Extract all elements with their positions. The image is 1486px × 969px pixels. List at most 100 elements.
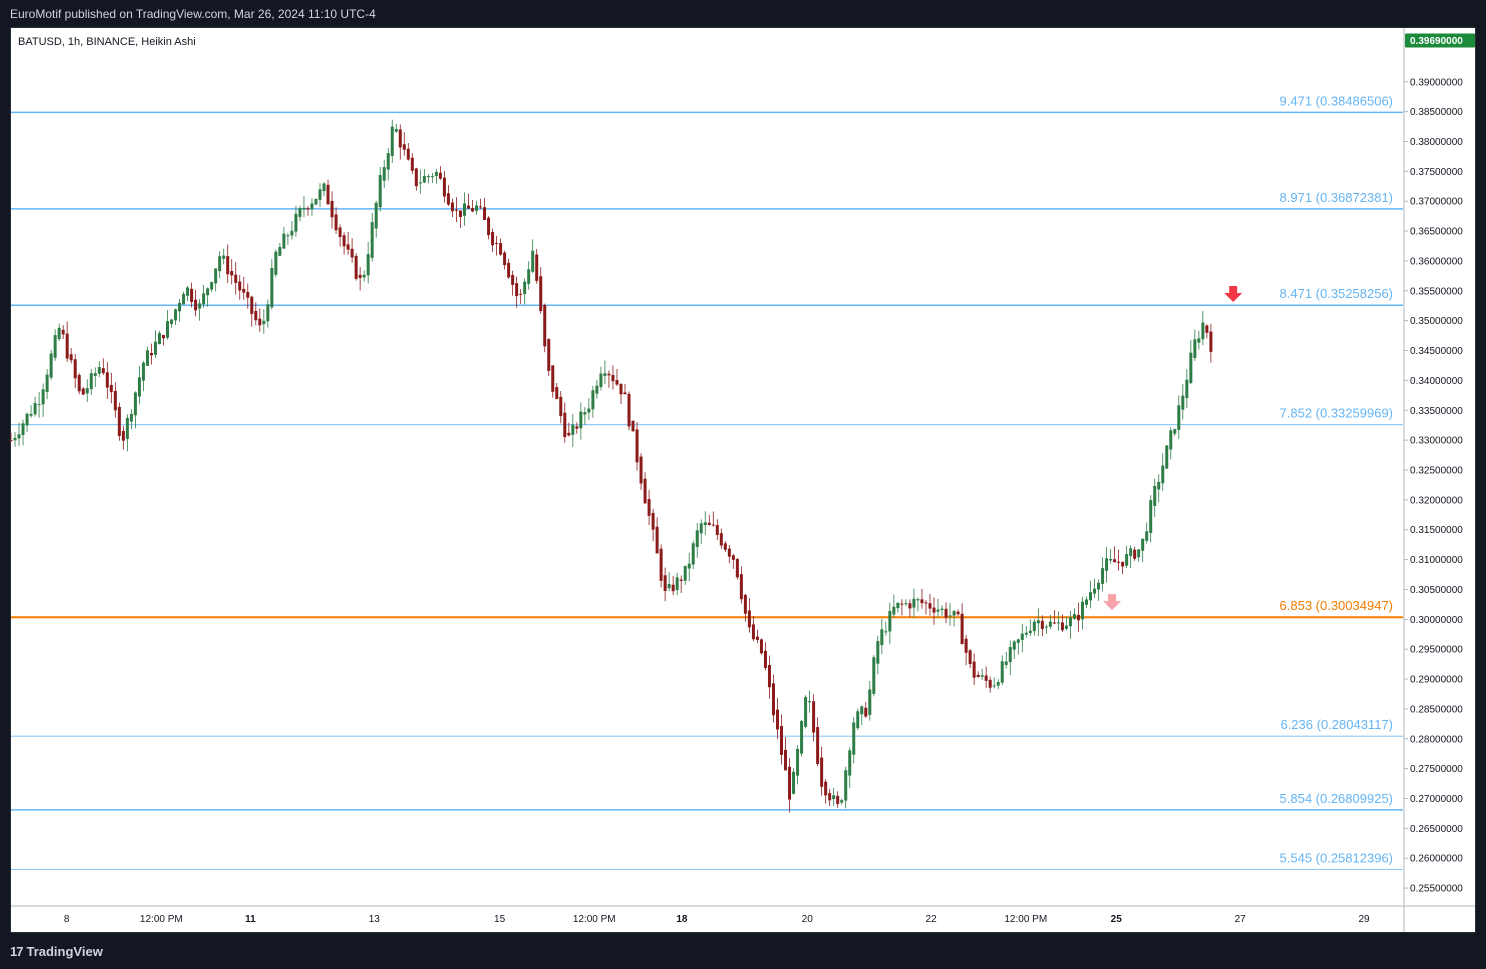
tradingview-logo[interactable]: 17 TradingView — [10, 944, 103, 959]
candle-body — [743, 594, 747, 614]
candle-body — [1173, 429, 1177, 434]
last-price-badge — [1405, 33, 1475, 48]
candle-body — [707, 522, 711, 525]
candle-body — [655, 526, 659, 554]
candle-body — [346, 244, 350, 250]
candle-body — [727, 548, 731, 557]
candle-body — [1052, 622, 1056, 624]
candle-body — [318, 189, 322, 200]
candle-body — [218, 256, 222, 272]
candle-body — [141, 362, 145, 381]
candle-body — [788, 766, 792, 800]
price-tick-label: 0.32000000 — [1410, 495, 1463, 506]
candle-body — [603, 373, 607, 376]
candle-body — [868, 689, 872, 715]
price-tick-label: 0.28500000 — [1410, 704, 1463, 715]
candle-body — [944, 608, 948, 618]
candle-body — [567, 432, 571, 436]
candle-body — [194, 299, 198, 311]
candle-body — [916, 599, 920, 601]
tradingview-logo-icon: 17 — [10, 944, 24, 959]
price-tick-label: 0.36500000 — [1410, 227, 1463, 238]
candle-body — [422, 176, 426, 183]
candle-body — [992, 685, 996, 687]
candle-body — [294, 213, 298, 232]
candle-body — [627, 393, 631, 427]
candle-body — [659, 548, 663, 581]
candle-body — [374, 202, 378, 229]
candle-body — [1089, 592, 1093, 601]
candle-body — [571, 424, 575, 435]
candle-body — [471, 208, 475, 212]
candle-body — [812, 701, 816, 733]
candle-body — [210, 282, 214, 290]
candle-body — [1141, 538, 1145, 551]
candle-body — [980, 675, 984, 677]
candle-body — [587, 408, 591, 413]
candle-body — [800, 721, 804, 754]
candle-body — [832, 795, 836, 800]
candle-body — [1117, 561, 1121, 563]
candle-body — [145, 350, 149, 366]
candle-body — [286, 235, 290, 237]
candle-body — [458, 210, 462, 217]
candle-body — [960, 613, 964, 645]
candle-body — [559, 396, 563, 417]
candle-body — [450, 202, 454, 212]
candle-body — [479, 206, 483, 208]
candle-body — [968, 650, 972, 664]
candle-body — [53, 335, 57, 358]
candle-body — [302, 207, 306, 210]
candle-body — [45, 374, 49, 392]
candle-body — [615, 380, 619, 385]
candle-body — [37, 404, 41, 406]
candle-body — [198, 303, 202, 309]
candle-body — [338, 227, 342, 237]
sell-arrow-icon — [1103, 594, 1122, 611]
candle-body — [619, 383, 623, 395]
candle-body — [711, 524, 715, 526]
time-tick-label: 27 — [1235, 914, 1247, 925]
candle-body — [182, 293, 186, 305]
publisher-bar: EuroMotif published on TradingView.com, … — [0, 0, 1486, 27]
candle-body — [796, 748, 800, 776]
price-tick-label: 0.26500000 — [1410, 824, 1463, 835]
candle-body — [723, 543, 727, 550]
candle-body — [366, 254, 370, 276]
time-tick-label: 18 — [676, 914, 688, 925]
price-tick-label: 0.30500000 — [1410, 585, 1463, 596]
candle-body — [137, 377, 141, 397]
candle-body — [81, 388, 85, 395]
candle-body — [735, 559, 739, 578]
candle-body — [414, 168, 418, 187]
candle-body — [69, 354, 73, 361]
candle-body — [322, 183, 326, 192]
candle-body — [29, 413, 33, 416]
candle-body — [378, 175, 382, 208]
candle-body — [85, 388, 89, 394]
candle-body — [683, 565, 687, 581]
time-tick-label: 25 — [1111, 914, 1123, 925]
price-tick-label: 0.36000000 — [1410, 256, 1463, 267]
candle-body — [511, 274, 515, 285]
candle-body — [1080, 601, 1084, 620]
candle-body — [1068, 617, 1072, 627]
candle-body — [739, 574, 743, 600]
candle-body — [1072, 614, 1076, 619]
candle-body — [1193, 339, 1197, 359]
candle-body — [808, 701, 812, 703]
candle-body — [21, 423, 25, 436]
candle-body — [1189, 352, 1193, 383]
candle-body — [703, 522, 707, 526]
time-tick-label: 8 — [64, 914, 70, 925]
candle-body — [1209, 331, 1213, 352]
candle-body — [1032, 621, 1036, 632]
candle-body — [149, 352, 153, 356]
candle-body — [856, 711, 860, 729]
candle-body — [1101, 568, 1105, 584]
publisher-text: EuroMotif published on TradingView.com, … — [10, 7, 376, 21]
candle-body — [61, 329, 65, 335]
candle-body — [647, 499, 651, 516]
candle-body — [695, 530, 699, 547]
